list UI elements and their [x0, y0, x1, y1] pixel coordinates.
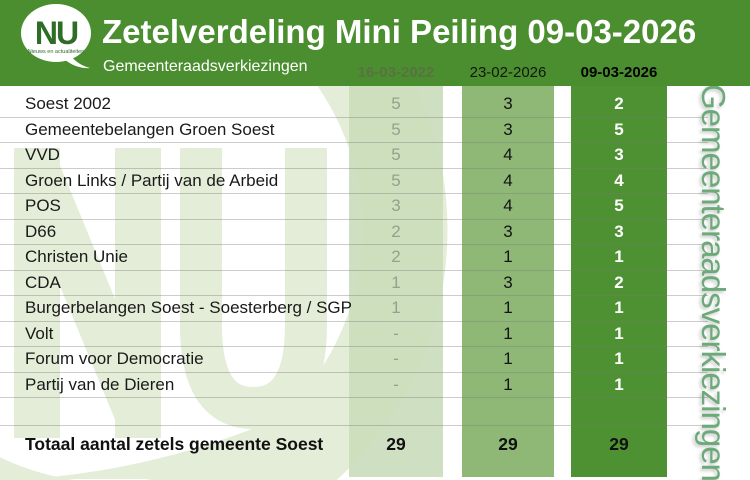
seat-value: 1: [614, 349, 624, 368]
seat-value: -: [393, 349, 399, 368]
table-row: POS 3 4 5: [0, 194, 708, 220]
nu-logo-tagline: Nieuws en actualiteiten: [28, 49, 85, 55]
seat-value: 4: [503, 196, 513, 215]
total-value-2022: 29: [386, 434, 406, 454]
seat-value: 4: [614, 170, 624, 190]
table-rows: Soest 2002 5 3 2 Gemeentebelangen Groen …: [0, 92, 750, 398]
table-row: Soest 2002 5 3 2: [0, 92, 708, 118]
seat-value: 5: [614, 119, 624, 139]
seat-value: 1: [614, 298, 624, 317]
party-name: VVD: [25, 145, 60, 164]
seat-value: 2: [614, 272, 624, 292]
seat-value: 1: [503, 349, 513, 368]
seat-value: 3: [391, 196, 401, 215]
total-value-feb-2026: 29: [498, 434, 518, 454]
seat-value: 1: [503, 374, 513, 394]
nu-logo-text: NU: [35, 15, 78, 51]
seat-value: 1: [614, 323, 624, 343]
party-name: Gemeentebelangen Groen Soest: [25, 119, 275, 139]
column-header-feb-2026: 23-02-2026: [469, 64, 547, 81]
party-name: POS: [25, 196, 61, 215]
seat-value: 1: [503, 323, 513, 343]
seat-value: 5: [391, 170, 401, 190]
party-name: D66: [25, 221, 57, 241]
nu-logo: NU Nieuws en actualiteiten: [21, 4, 91, 69]
seat-value: 1: [391, 272, 401, 292]
page-title: Zetelverdeling Mini Peiling 09-03-2026: [102, 13, 697, 50]
table-row: Groen Links / Partij van de Arbeid 5 4 4: [0, 169, 708, 194]
seat-value: 1: [391, 298, 401, 317]
side-watermark-text: Gemeenteraadsverkiezingen: [695, 84, 732, 480]
seat-value: 1: [614, 247, 624, 266]
seat-value: 3: [614, 221, 624, 241]
seat-value: 3: [503, 221, 513, 241]
table-row: D66 2 3 3: [0, 220, 708, 245]
table-row: Gemeentebelangen Groen Soest 5 3 5: [0, 118, 708, 143]
column-header-2022: 16-03-2022: [357, 64, 435, 81]
seat-value: -: [393, 374, 399, 394]
seat-value: 2: [391, 221, 401, 241]
seat-value: 3: [614, 145, 624, 164]
seat-value: 4: [503, 145, 513, 164]
table-row: Christen Unie 2 1 1: [0, 245, 708, 271]
party-name: Soest 2002: [25, 94, 112, 113]
column-header-mar-2026: 09-03-2026: [580, 64, 658, 81]
total-label: Totaal aantal zetels gemeente Soest: [25, 434, 324, 454]
table-row: Volt - 1 1: [0, 322, 708, 347]
party-name: Partij van de Dieren: [25, 374, 175, 394]
table-row: CDA 1 3 2: [0, 271, 708, 296]
seat-value: 3: [503, 272, 513, 292]
party-name: Forum voor Democratie: [25, 349, 204, 368]
seat-value: 1: [503, 247, 513, 266]
table-row: Partij van de Dieren - 1 1: [0, 373, 708, 398]
seat-value: 1: [614, 374, 624, 394]
seat-value: 4: [503, 170, 513, 190]
table-row: Burgerbelangen Soest - Soesterberg / SGP…: [0, 296, 708, 322]
seat-value: -: [393, 323, 399, 343]
seat-value: 1: [503, 298, 513, 317]
header-bar: NU Nieuws en actualiteiten Zetelverdelin…: [0, 0, 750, 86]
seat-value: 2: [614, 94, 624, 113]
column-band-feb-2026: [462, 86, 554, 477]
table-row: Forum voor Democratie - 1 1: [0, 347, 708, 373]
party-name: Volt: [25, 323, 54, 343]
seat-value: 3: [503, 94, 513, 113]
seat-value: 5: [391, 94, 401, 113]
total-row: Totaal aantal zetels gemeente Soest 29 2…: [0, 425, 708, 477]
party-name: Christen Unie: [25, 247, 128, 266]
seat-value: 5: [391, 119, 401, 139]
total-value-mar-2026: 29: [609, 434, 629, 454]
seat-value: 2: [391, 247, 401, 266]
column-band-mar-2026: [571, 86, 667, 477]
seat-value: 5: [614, 196, 624, 215]
table-row: VVD 5 4 3: [0, 143, 708, 169]
party-name: Burgerbelangen Soest - Soesterberg / SGP: [25, 298, 352, 317]
party-name: Groen Links / Partij van de Arbeid: [25, 170, 279, 190]
page-subtitle: Gemeenteraadsverkiezingen: [103, 58, 308, 75]
seat-value: 5: [391, 145, 401, 164]
party-name: CDA: [25, 272, 61, 292]
seat-value: 3: [503, 119, 513, 139]
